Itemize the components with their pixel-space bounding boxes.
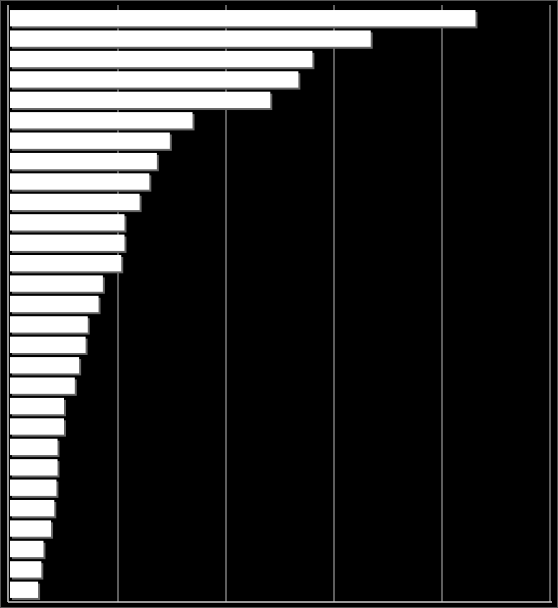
bar (10, 397, 64, 415)
bar (10, 214, 125, 231)
bar (10, 438, 58, 456)
bar (10, 316, 88, 333)
bar (10, 479, 57, 496)
bar (10, 193, 140, 211)
bar (10, 275, 103, 292)
bar (10, 91, 271, 109)
bar (10, 377, 75, 394)
bar (10, 520, 52, 537)
bar (10, 132, 170, 149)
bar (10, 459, 58, 476)
bar (10, 295, 99, 313)
bar (10, 357, 80, 374)
bar (10, 234, 125, 251)
bar (10, 152, 157, 170)
bar (10, 336, 86, 353)
bar (10, 255, 122, 272)
bar (10, 173, 150, 190)
bars (10, 10, 478, 600)
bar (10, 71, 299, 88)
bar (10, 581, 39, 598)
bar (10, 10, 476, 27)
bar (10, 418, 64, 435)
bar (10, 540, 44, 558)
bar (10, 112, 193, 129)
bar (10, 50, 313, 68)
bar (10, 30, 371, 47)
bar (10, 499, 55, 517)
bar (10, 561, 42, 578)
